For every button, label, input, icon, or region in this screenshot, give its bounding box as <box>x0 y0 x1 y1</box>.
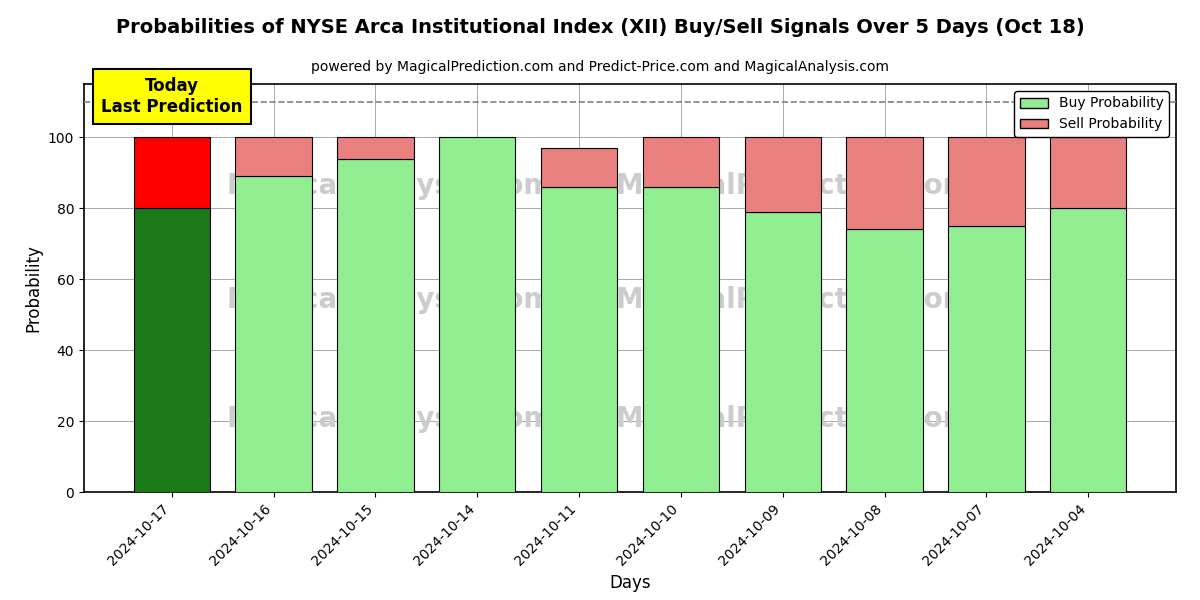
Bar <box>643 187 719 492</box>
Bar <box>948 226 1025 492</box>
Bar <box>948 137 1025 226</box>
Bar <box>744 137 821 212</box>
Bar <box>439 137 516 492</box>
Bar <box>133 137 210 208</box>
Bar <box>133 208 210 492</box>
Bar <box>846 229 923 492</box>
Text: MagicalAnalysis.com: MagicalAnalysis.com <box>227 286 553 314</box>
Text: MagicalAnalysis.com: MagicalAnalysis.com <box>227 172 553 200</box>
Text: MagicalAnalysis.com: MagicalAnalysis.com <box>227 404 553 433</box>
X-axis label: Days: Days <box>610 574 650 592</box>
Bar <box>541 148 617 187</box>
Bar <box>1050 208 1127 492</box>
Text: Probabilities of NYSE Arca Institutional Index (XII) Buy/Sell Signals Over 5 Day: Probabilities of NYSE Arca Institutional… <box>115 18 1085 37</box>
Text: powered by MagicalPrediction.com and Predict-Price.com and MagicalAnalysis.com: powered by MagicalPrediction.com and Pre… <box>311 60 889 74</box>
Bar <box>235 137 312 176</box>
Bar <box>1050 137 1127 208</box>
Bar <box>846 137 923 229</box>
Text: MagicalPrediction.com: MagicalPrediction.com <box>616 286 972 314</box>
Bar <box>337 158 414 492</box>
Bar <box>744 212 821 492</box>
Legend: Buy Probability, Sell Probability: Buy Probability, Sell Probability <box>1014 91 1169 137</box>
Bar <box>643 137 719 187</box>
Bar <box>337 137 414 158</box>
Text: Today
Last Prediction: Today Last Prediction <box>101 77 242 116</box>
Text: MagicalPrediction.com: MagicalPrediction.com <box>616 404 972 433</box>
Bar <box>235 176 312 492</box>
Y-axis label: Probability: Probability <box>24 244 42 332</box>
Text: MagicalPrediction.com: MagicalPrediction.com <box>616 172 972 200</box>
Bar <box>541 187 617 492</box>
